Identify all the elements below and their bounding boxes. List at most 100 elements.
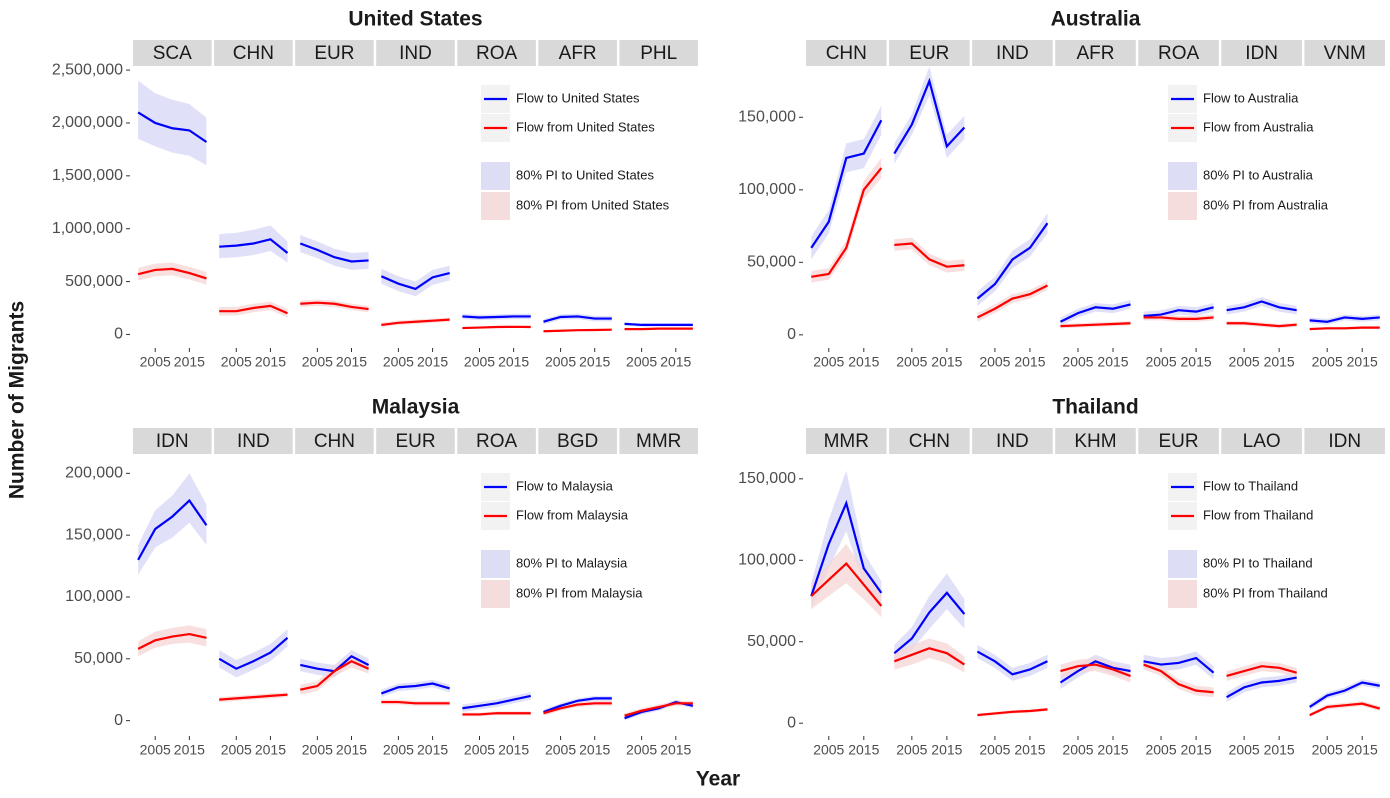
facet-strip (1138, 428, 1219, 454)
facet-label: IDN (1245, 43, 1278, 64)
flow-line (381, 700, 450, 705)
y-tick-label: 500,000 (65, 273, 123, 290)
facet-strip (1055, 40, 1136, 66)
flow-line (624, 327, 693, 331)
facet-strip (457, 428, 536, 454)
y-tick-label: 0 (787, 714, 796, 731)
x-tick-label: 2005 (383, 354, 414, 370)
y-axis-label: Number of Migrants (6, 301, 29, 499)
legend-label: 80% PI to Malaysia (516, 555, 628, 570)
pi-band (977, 645, 1048, 681)
flow-line (976, 222, 1049, 300)
x-tick-label: 2015 (1347, 742, 1378, 758)
x-tick-label: 2005 (1229, 742, 1260, 758)
facet-plot (1226, 297, 1297, 329)
facet-strip (972, 40, 1053, 66)
pi-band (1226, 661, 1297, 681)
flow-line (1060, 322, 1131, 328)
flow-line (1309, 681, 1380, 708)
pi-band (543, 700, 612, 716)
x-tick-label: 2015 (660, 742, 691, 758)
facet-strip (889, 40, 970, 66)
flow-line (462, 325, 531, 330)
x-tick-label: 2005 (302, 742, 333, 758)
facet-plot (624, 322, 693, 331)
facet-label: AFR (1077, 43, 1115, 64)
flow-line (299, 242, 369, 263)
facet-plot (543, 313, 612, 333)
x-tick-label: 2015 (579, 742, 610, 758)
x-tick-label: 2015 (1014, 742, 1045, 758)
facet-strip (376, 428, 455, 454)
x-tick-label: 2015 (1014, 354, 1045, 370)
facet-plot (137, 473, 208, 657)
facet-plot (462, 313, 531, 330)
x-tick-label: 2015 (1181, 354, 1212, 370)
x-tick-label: 2005 (1229, 354, 1260, 370)
legend-key (481, 192, 510, 220)
flow-line (1060, 663, 1131, 678)
facet-strip (295, 428, 374, 454)
facet-plot (1059, 654, 1131, 690)
facet-plot (624, 699, 694, 721)
facet-label: IDN (1328, 431, 1361, 452)
pi-band (381, 679, 450, 698)
legend-label: 80% PI from Thailand (1203, 585, 1328, 600)
flow-line (1309, 316, 1380, 323)
flow-line (543, 697, 612, 714)
x-tick-label: 2005 (1062, 742, 1093, 758)
flow-line (219, 693, 288, 701)
legend-label: 80% PI to Australia (1203, 167, 1314, 182)
flow-line (810, 119, 883, 249)
legend-label: 80% PI from Malaysia (516, 585, 643, 600)
facet-label: EUR (1159, 431, 1199, 452)
facet-plot (1309, 314, 1380, 331)
facet-label: ROA (476, 43, 518, 64)
facet-label: EUR (395, 431, 435, 452)
legend-label: Flow from United States (516, 119, 655, 134)
facet-label: IND (399, 43, 432, 64)
pi-band (1309, 701, 1380, 717)
facet-label: MMR (636, 431, 681, 452)
flow-line (219, 304, 288, 315)
flow-line (894, 242, 965, 268)
facet-strip (889, 428, 970, 454)
flow-line (300, 660, 370, 691)
facet-label: EUR (314, 43, 354, 64)
flow-line (137, 632, 207, 650)
legend-key (481, 580, 510, 608)
pi-band (1060, 300, 1131, 327)
x-tick-label: 2005 (813, 742, 844, 758)
y-tick-label: 150,000 (738, 109, 796, 126)
flow-line (1309, 326, 1380, 331)
facet-plot (1226, 661, 1297, 703)
flow-line (1309, 702, 1381, 717)
pi-band (1143, 659, 1214, 698)
flow-line (811, 167, 883, 278)
facet-strip (457, 40, 536, 66)
legend-label: Flow from Malaysia (516, 507, 629, 522)
flow-line (381, 318, 450, 327)
flow-line (137, 267, 207, 280)
x-tick-label: 2005 (545, 742, 576, 758)
flow-line (810, 561, 883, 607)
pi-band (1309, 314, 1380, 325)
flow-line (462, 315, 531, 319)
flow-line (462, 712, 531, 716)
flow-line (893, 77, 966, 155)
facet-label: ROA (476, 431, 518, 452)
facet-label: BGD (557, 431, 598, 452)
facet-strip (538, 428, 617, 454)
legend-label: 80% PI to Thailand (1203, 555, 1313, 570)
y-tick-label: 2,500,000 (52, 61, 123, 78)
facet-label: KHM (1074, 431, 1116, 452)
flow-line (810, 499, 883, 597)
facet-plot (300, 650, 370, 695)
legend-label: Flow to United States (516, 90, 640, 105)
facet-label: MMR (824, 431, 869, 452)
x-tick-label: 2015 (848, 742, 879, 758)
facet-label: LAO (1243, 431, 1281, 452)
facet-label: CHN (909, 431, 950, 452)
x-tick-label: 2005 (1312, 742, 1343, 758)
